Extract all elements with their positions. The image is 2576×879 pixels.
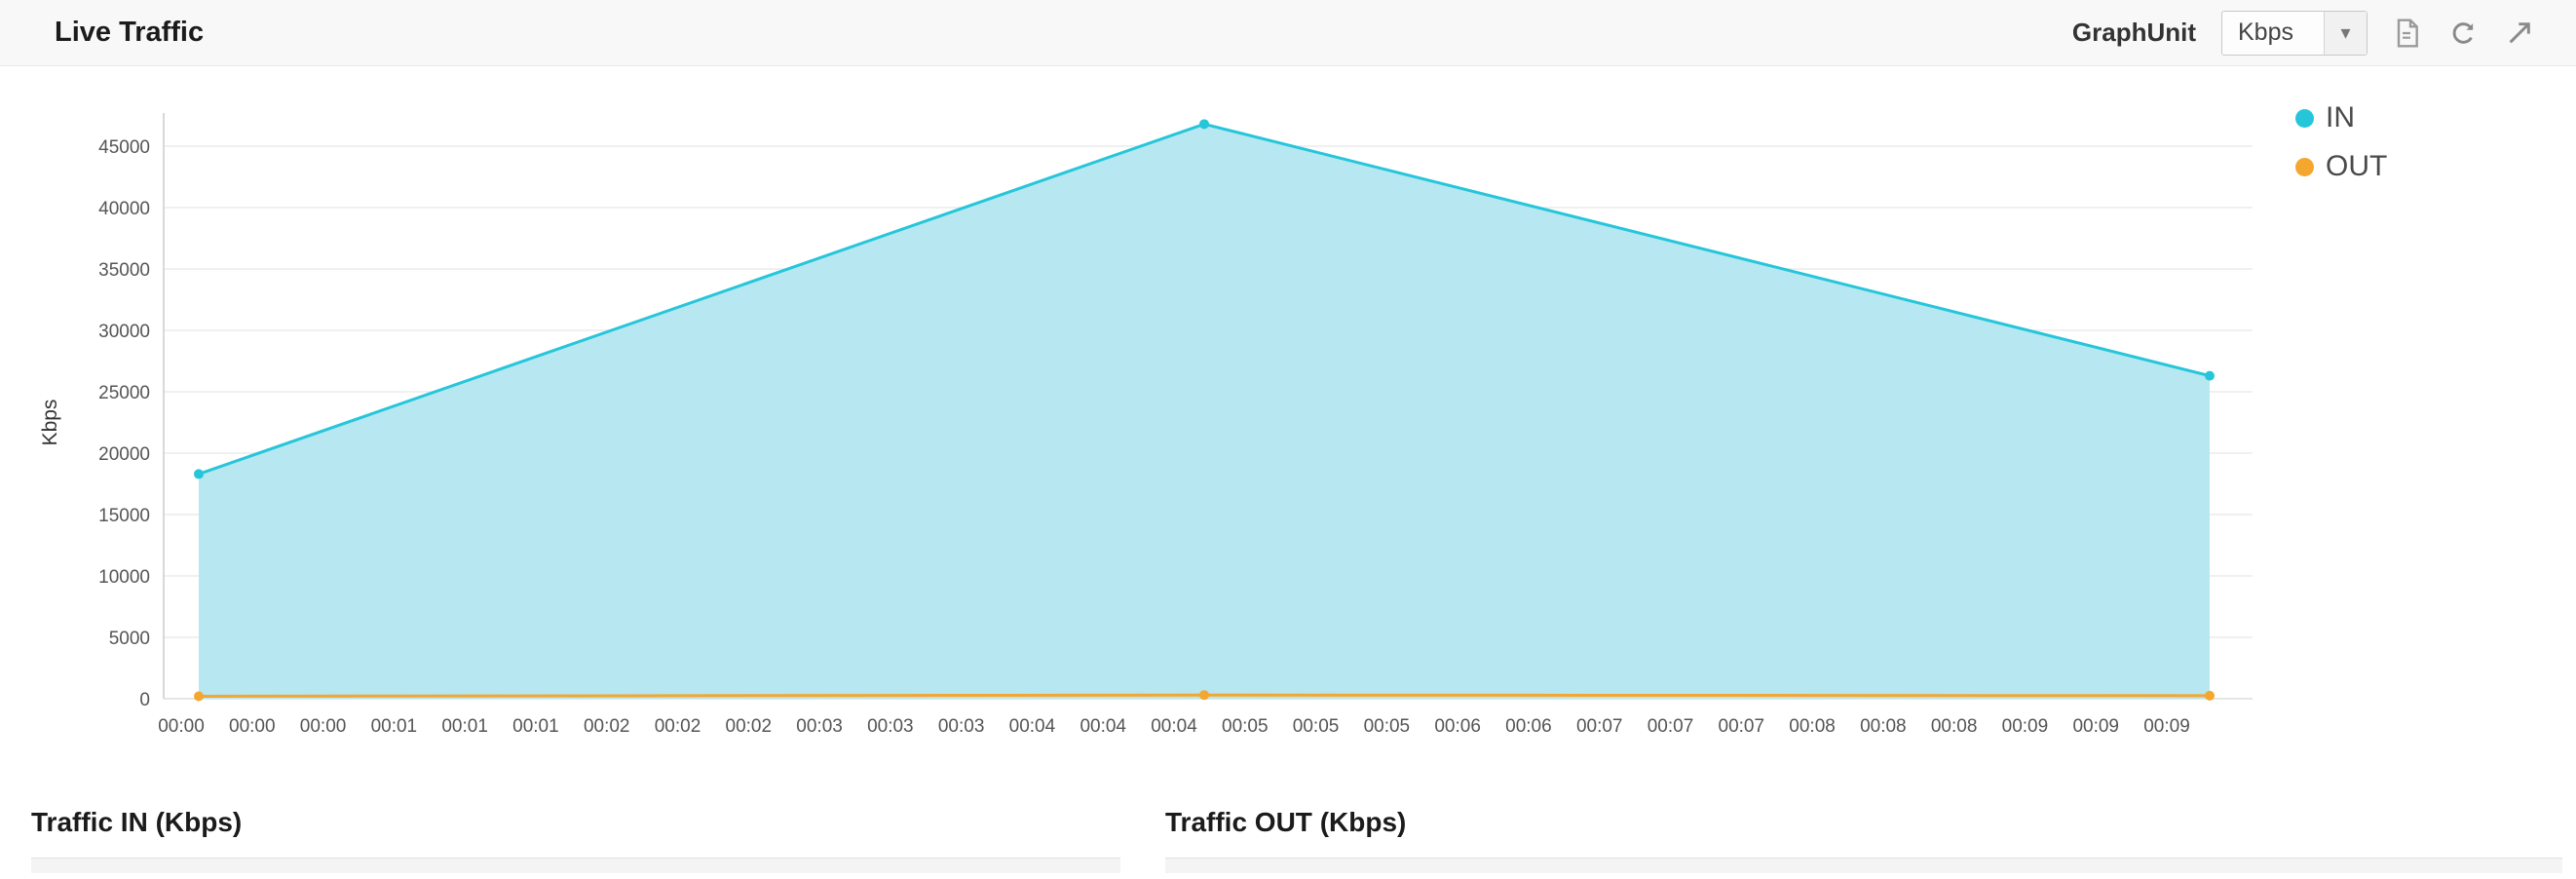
svg-text:00:04: 00:04 [1009,716,1056,737]
svg-text:30000: 30000 [98,322,150,342]
traffic-in-table-header [31,858,1120,873]
svg-text:00:02: 00:02 [655,716,701,737]
svg-text:20000: 20000 [98,444,150,465]
svg-text:00:07: 00:07 [1719,716,1765,737]
live-traffic-chart-area: 0 5000 10000 15000 20000 25000 30000 35000 40000… [0,66,2576,770]
svg-text:00:03: 00:03 [938,716,985,737]
svg-text:00:06: 00:06 [1505,716,1552,737]
page-title: Live Traffic [55,17,205,48]
graph-unit-value: Kbps [2238,19,2293,46]
svg-text:00:09: 00:09 [2143,716,2190,737]
legend-color-out-icon [2295,157,2314,176]
svg-text:00:05: 00:05 [1222,716,1269,737]
svg-text:00:08: 00:08 [1931,716,1978,737]
expand-icon [2509,21,2530,43]
svg-text:00:04: 00:04 [1151,716,1197,737]
chevron-down-icon[interactable]: ▾ [2324,11,2367,55]
traffic-in-table-block: Traffic IN (Kbps) [31,807,1120,873]
legend-color-in-icon [2295,108,2314,128]
svg-text:00:07: 00:07 [1648,716,1694,737]
svg-text:00:01: 00:01 [512,716,559,737]
legend-item-in[interactable]: IN [2295,101,2387,134]
chart-legend: IN OUT [2295,101,2387,183]
live-traffic-header: Live Traffic GraphUnit Kbps ▾ [0,0,2576,66]
svg-text:00:02: 00:02 [584,716,630,737]
traffic-out-title: Traffic OUT (Kbps) [1165,807,1407,837]
export-pdf-button[interactable] [2389,16,2424,51]
svg-text:00:06: 00:06 [1434,716,1481,737]
svg-text:Kbps: Kbps [39,400,61,446]
expand-button[interactable] [2502,16,2537,51]
traffic-tables-section: Traffic IN (Kbps) Traffic OUT (Kbps) [0,770,2576,879]
svg-text:45000: 45000 [98,137,150,158]
svg-text:00:01: 00:01 [371,716,418,737]
svg-text:00:03: 00:03 [796,716,843,737]
svg-text:00:00: 00:00 [229,716,276,737]
legend-label-out: OUT [2326,150,2388,182]
svg-text:25000: 25000 [98,383,150,403]
live-traffic-chart: 0 5000 10000 15000 20000 25000 30000 35000 40000… [39,113,2253,737]
svg-text:00:09: 00:09 [2002,716,2049,737]
svg-text:15000: 15000 [98,506,150,526]
svg-text:00:05: 00:05 [1293,716,1340,737]
svg-text:35000: 35000 [98,260,150,281]
traffic-out-table-header [1165,858,2562,873]
svg-text:00:03: 00:03 [867,716,914,737]
graph-unit-select[interactable]: Kbps ▾ [2221,10,2368,56]
legend-label-in: IN [2326,101,2355,134]
refresh-button[interactable] [2445,16,2481,51]
svg-text:00:01: 00:01 [441,716,488,737]
svg-text:40000: 40000 [98,199,150,219]
svg-text:00:00: 00:00 [158,716,205,737]
svg-text:00:08: 00:08 [1789,716,1836,737]
svg-text:00:05: 00:05 [1364,716,1411,737]
svg-text:00:08: 00:08 [1860,716,1907,737]
svg-text:00:02: 00:02 [726,716,773,737]
svg-text:00:00: 00:00 [300,716,347,737]
traffic-out-table-block: Traffic OUT (Kbps) [1165,807,2562,873]
svg-text:00:04: 00:04 [1080,716,1126,737]
pdf-file-icon [2397,18,2418,48]
svg-text:0: 0 [139,690,150,710]
svg-text:00:07: 00:07 [1576,716,1623,737]
svg-text:00:09: 00:09 [2072,716,2119,737]
svg-text:5000: 5000 [109,629,150,649]
refresh-icon [2452,21,2474,44]
graph-unit-label: GraphUnit [2071,18,2196,47]
traffic-in-title: Traffic IN (Kbps) [31,807,243,837]
header-controls: GraphUnit Kbps ▾ [2071,10,2537,56]
svg-text:10000: 10000 [98,567,150,588]
legend-item-out[interactable]: OUT [2295,150,2387,183]
